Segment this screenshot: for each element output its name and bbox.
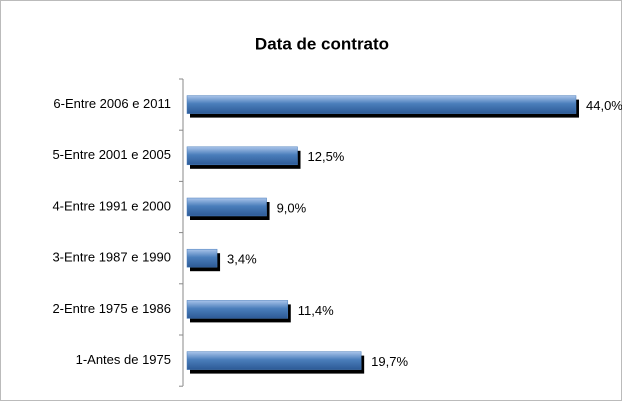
category-label: 1-Antes de 1975 [76, 352, 171, 367]
category-label: 6-Entre 2006 e 2011 [53, 96, 171, 111]
category-label: 2-Entre 1975 e 1986 [52, 301, 171, 316]
bar [186, 300, 289, 319]
category-label: 5-Entre 2001 e 2005 [52, 147, 171, 162]
bar [186, 95, 577, 114]
value-label: 44,0% [586, 98, 622, 113]
category-label: 3-Entre 1987 e 1990 [52, 250, 171, 265]
bar [186, 146, 298, 166]
value-label: 3,4% [227, 252, 257, 267]
chart-title: Data de contrato [255, 34, 389, 53]
value-label: 11,4% [298, 303, 334, 318]
bar [186, 351, 362, 370]
value-label: 19,7% [371, 354, 408, 369]
value-label: 12,5% [308, 149, 345, 164]
bar [186, 248, 218, 268]
value-label: 9,0% [277, 200, 307, 215]
category-label: 4-Entre 1991 e 2000 [52, 198, 171, 213]
bar [186, 197, 267, 217]
